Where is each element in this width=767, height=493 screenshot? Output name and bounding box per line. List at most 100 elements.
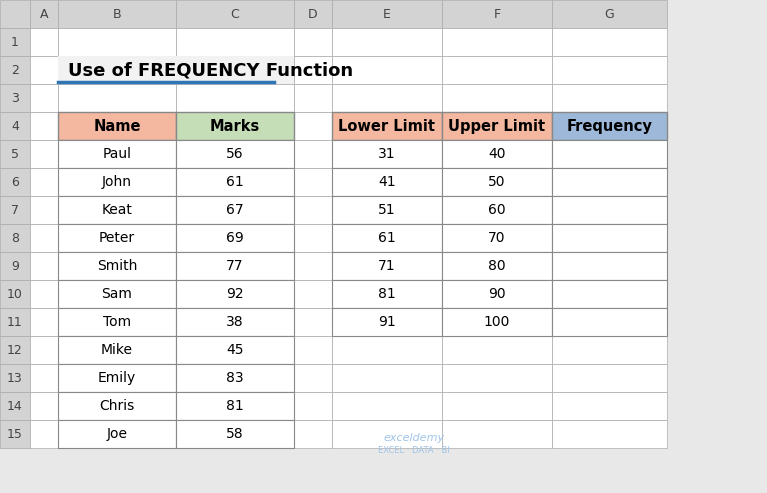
Bar — [332, 168, 442, 196]
Bar — [442, 196, 552, 224]
Bar — [0, 140, 30, 168]
Bar — [58, 112, 176, 140]
Bar — [58, 196, 176, 224]
Text: 92: 92 — [226, 287, 244, 301]
Bar — [0, 56, 30, 84]
Bar — [58, 252, 176, 280]
Bar — [176, 280, 294, 308]
Bar — [332, 112, 442, 140]
Bar — [442, 112, 552, 140]
Bar — [58, 168, 176, 196]
Bar — [332, 280, 442, 308]
Text: 77: 77 — [226, 259, 244, 273]
Bar — [442, 56, 552, 84]
Bar — [58, 392, 176, 420]
Bar — [176, 168, 294, 196]
Bar — [0, 280, 30, 308]
Bar — [294, 420, 332, 448]
Bar — [552, 224, 667, 252]
Text: 31: 31 — [378, 147, 396, 161]
Bar — [58, 224, 176, 252]
Text: 81: 81 — [226, 399, 244, 413]
Bar — [58, 420, 176, 448]
Bar — [58, 224, 176, 252]
Bar — [332, 252, 442, 280]
Bar — [552, 252, 667, 280]
Bar — [294, 252, 332, 280]
Text: 70: 70 — [489, 231, 505, 245]
Bar — [332, 56, 442, 84]
Bar — [332, 364, 442, 392]
Bar — [58, 392, 176, 420]
Bar — [176, 392, 294, 420]
Bar — [442, 280, 552, 308]
Bar — [552, 280, 667, 308]
Bar — [58, 112, 176, 140]
Bar — [30, 56, 58, 84]
Text: 4: 4 — [11, 119, 19, 133]
Bar — [30, 336, 58, 364]
Text: C: C — [231, 7, 239, 21]
Bar — [176, 224, 294, 252]
Text: 5: 5 — [11, 147, 19, 161]
Text: 80: 80 — [488, 259, 505, 273]
Bar — [552, 0, 667, 28]
Bar — [58, 364, 176, 392]
Bar — [0, 308, 30, 336]
Bar — [176, 84, 294, 112]
Bar — [552, 364, 667, 392]
Bar — [58, 308, 176, 336]
Bar — [294, 112, 332, 140]
Text: 10: 10 — [7, 287, 23, 301]
Bar — [176, 420, 294, 448]
Text: 9: 9 — [11, 259, 19, 273]
Bar — [176, 280, 294, 308]
Bar — [0, 364, 30, 392]
Text: Lower Limit: Lower Limit — [338, 118, 436, 134]
Bar — [442, 196, 552, 224]
Bar — [552, 336, 667, 364]
Bar — [552, 28, 667, 56]
Bar — [442, 308, 552, 336]
Text: Joe: Joe — [107, 427, 127, 441]
Bar — [332, 252, 442, 280]
Bar — [332, 0, 442, 28]
Bar — [332, 28, 442, 56]
Text: 2: 2 — [11, 64, 19, 76]
Text: 38: 38 — [226, 315, 244, 329]
Bar — [0, 196, 30, 224]
Bar — [442, 280, 552, 308]
Bar — [442, 224, 552, 252]
Bar — [442, 28, 552, 56]
Bar — [552, 168, 667, 196]
Text: 11: 11 — [7, 316, 23, 328]
Bar — [0, 28, 30, 56]
Bar — [176, 420, 294, 448]
Bar — [30, 252, 58, 280]
Bar — [58, 84, 176, 112]
Bar — [30, 308, 58, 336]
Bar — [552, 168, 667, 196]
Bar — [552, 420, 667, 448]
Text: Marks: Marks — [210, 118, 260, 134]
Bar — [442, 392, 552, 420]
Text: 14: 14 — [7, 399, 23, 413]
Bar — [332, 224, 442, 252]
Bar — [58, 280, 176, 308]
Bar — [552, 112, 667, 140]
Bar — [442, 168, 552, 196]
Bar — [552, 392, 667, 420]
Text: 61: 61 — [378, 231, 396, 245]
Bar — [0, 0, 30, 28]
Bar — [30, 364, 58, 392]
Bar — [442, 364, 552, 392]
Bar — [0, 224, 30, 252]
Bar — [332, 308, 442, 336]
Bar — [30, 0, 58, 28]
Bar — [58, 336, 176, 364]
Text: Peter: Peter — [99, 231, 135, 245]
Text: 90: 90 — [488, 287, 505, 301]
Bar — [442, 308, 552, 336]
Bar — [0, 112, 30, 140]
Bar — [58, 196, 176, 224]
